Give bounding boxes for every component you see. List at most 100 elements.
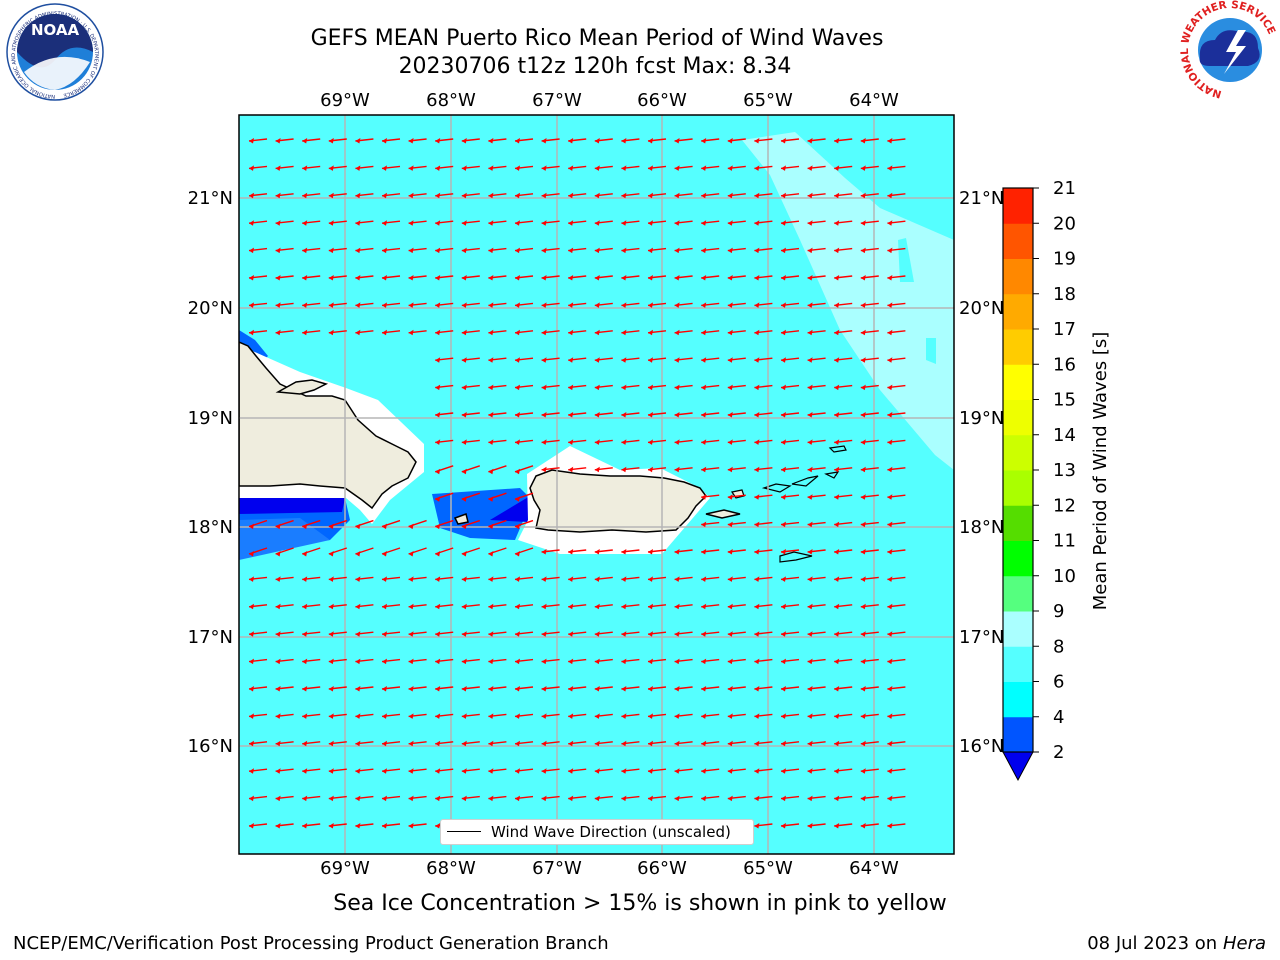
- noaa-logo: NOAA NATIONAL OCEANIC AND ATMOSPHERIC AD…: [6, 3, 104, 101]
- direction-arrow: [727, 740, 746, 747]
- colorbar-tick-label: 16: [1053, 354, 1076, 375]
- gridlines: [239, 115, 954, 854]
- direction-arrow: [302, 247, 321, 254]
- direction-arrow: [568, 329, 587, 336]
- direction-arrow: [302, 165, 321, 171]
- direction-arrow: [355, 658, 374, 665]
- lat-labels-left: 21°N 20°N 19°N 18°N 17°N 16°N: [188, 188, 233, 757]
- direction-arrow: [674, 603, 693, 610]
- direction-arrow: [275, 329, 294, 336]
- direction-arrow: [248, 302, 268, 308]
- direction-arrow: [701, 740, 720, 747]
- direction-arrow: [541, 658, 560, 665]
- direction-arrow: [568, 247, 587, 254]
- sea-ice-note: Sea Ice Concentration > 15% is shown in …: [333, 891, 947, 916]
- direction-arrow: [381, 275, 401, 281]
- direction-arrow: [594, 768, 613, 774]
- direction-arrow: [408, 275, 427, 281]
- direction-arrow: [807, 247, 826, 254]
- direction-arrow: [381, 329, 401, 336]
- direction-arrow: [435, 220, 454, 226]
- direction-arrow: [674, 768, 693, 774]
- direction-arrow: [701, 576, 720, 582]
- direction-arrow: [674, 686, 693, 692]
- direction-arrow: [461, 357, 480, 363]
- colorbar-segment: [1003, 646, 1033, 682]
- direction-arrow: [488, 768, 507, 774]
- direction-arrow: [701, 439, 720, 445]
- direction-arrow: [568, 549, 587, 555]
- direction-arrow: [355, 547, 374, 557]
- direction-arrow: [647, 658, 667, 665]
- direction-arrow: [674, 412, 693, 418]
- direction-arrow: [381, 740, 401, 747]
- direction-arrow: [594, 357, 613, 363]
- direction-arrow: [807, 686, 826, 692]
- direction-arrow: [727, 247, 746, 254]
- direction-arrow: [568, 220, 587, 226]
- direction-arrow: [621, 412, 640, 418]
- direction-arrow: [887, 220, 906, 226]
- direction-arrow: [408, 138, 427, 144]
- direction-arrow: [647, 192, 667, 199]
- direction-arrow: [514, 740, 534, 747]
- direction-arrow: [355, 768, 374, 774]
- direction-arrow: [780, 329, 800, 336]
- direction-arrow: [887, 603, 906, 610]
- direction-arrow: [541, 713, 560, 719]
- colorbar-segment: [1003, 716, 1033, 753]
- direction-arrow: [621, 192, 640, 199]
- direction-arrow: [328, 713, 347, 719]
- colorbar-tick-label: 10: [1053, 566, 1076, 587]
- lon-label: 64°W: [849, 858, 899, 879]
- direction-arrow: [701, 466, 720, 473]
- direction-arrow: [514, 576, 534, 582]
- direction-arrow: [621, 740, 640, 747]
- direction-arrow: [435, 165, 454, 171]
- direction-arrow: [701, 494, 720, 500]
- direction-arrow: [807, 631, 826, 637]
- direction-arrow: [780, 275, 800, 281]
- direction-arrow: [541, 165, 560, 171]
- direction-arrow: [887, 439, 906, 445]
- direction-arrow: [701, 165, 720, 171]
- direction-arrow: [408, 165, 427, 171]
- direction-arrow: [621, 631, 640, 637]
- direction-arrow: [647, 686, 667, 692]
- direction-arrow: [594, 220, 613, 226]
- direction-arrow: [302, 658, 321, 665]
- direction-arrow: [275, 165, 294, 171]
- direction-arrow: [435, 302, 454, 308]
- direction-arrow: [727, 275, 746, 281]
- direction-arrow: [488, 686, 507, 692]
- direction-arrow: [568, 740, 587, 747]
- direction-arrow: [860, 740, 879, 747]
- direction-arrow: [727, 795, 746, 802]
- direction-arrow: [541, 768, 560, 774]
- direction-arrow: [381, 138, 401, 144]
- direction-arrow: [461, 384, 480, 391]
- direction-arrow: [408, 768, 427, 774]
- direction-arrow: [621, 658, 640, 665]
- direction-arrow: [248, 658, 268, 665]
- direction-arrow: [435, 603, 454, 610]
- direction-arrow: [514, 519, 534, 530]
- direction-arrow: [302, 795, 321, 802]
- direction-arrow: [727, 494, 746, 500]
- direction-arrow: [488, 247, 507, 254]
- direction-arrow: [248, 220, 268, 226]
- direction-arrow: [860, 795, 879, 802]
- direction-arrow: [568, 192, 587, 199]
- direction-arrow: [301, 547, 321, 557]
- lat-label: 16°N: [959, 736, 1004, 757]
- direction-arrow: [727, 603, 746, 610]
- direction-arrow: [275, 576, 294, 582]
- direction-arrow: [780, 549, 800, 555]
- colorbar-tick-label: 4: [1053, 707, 1064, 728]
- direction-arrow: [860, 192, 879, 199]
- direction-arrow: [674, 138, 693, 144]
- direction-arrow: [461, 658, 480, 665]
- direction-arrow: [807, 357, 826, 363]
- direction-arrow: [701, 357, 720, 363]
- direction-arrow: [621, 713, 640, 719]
